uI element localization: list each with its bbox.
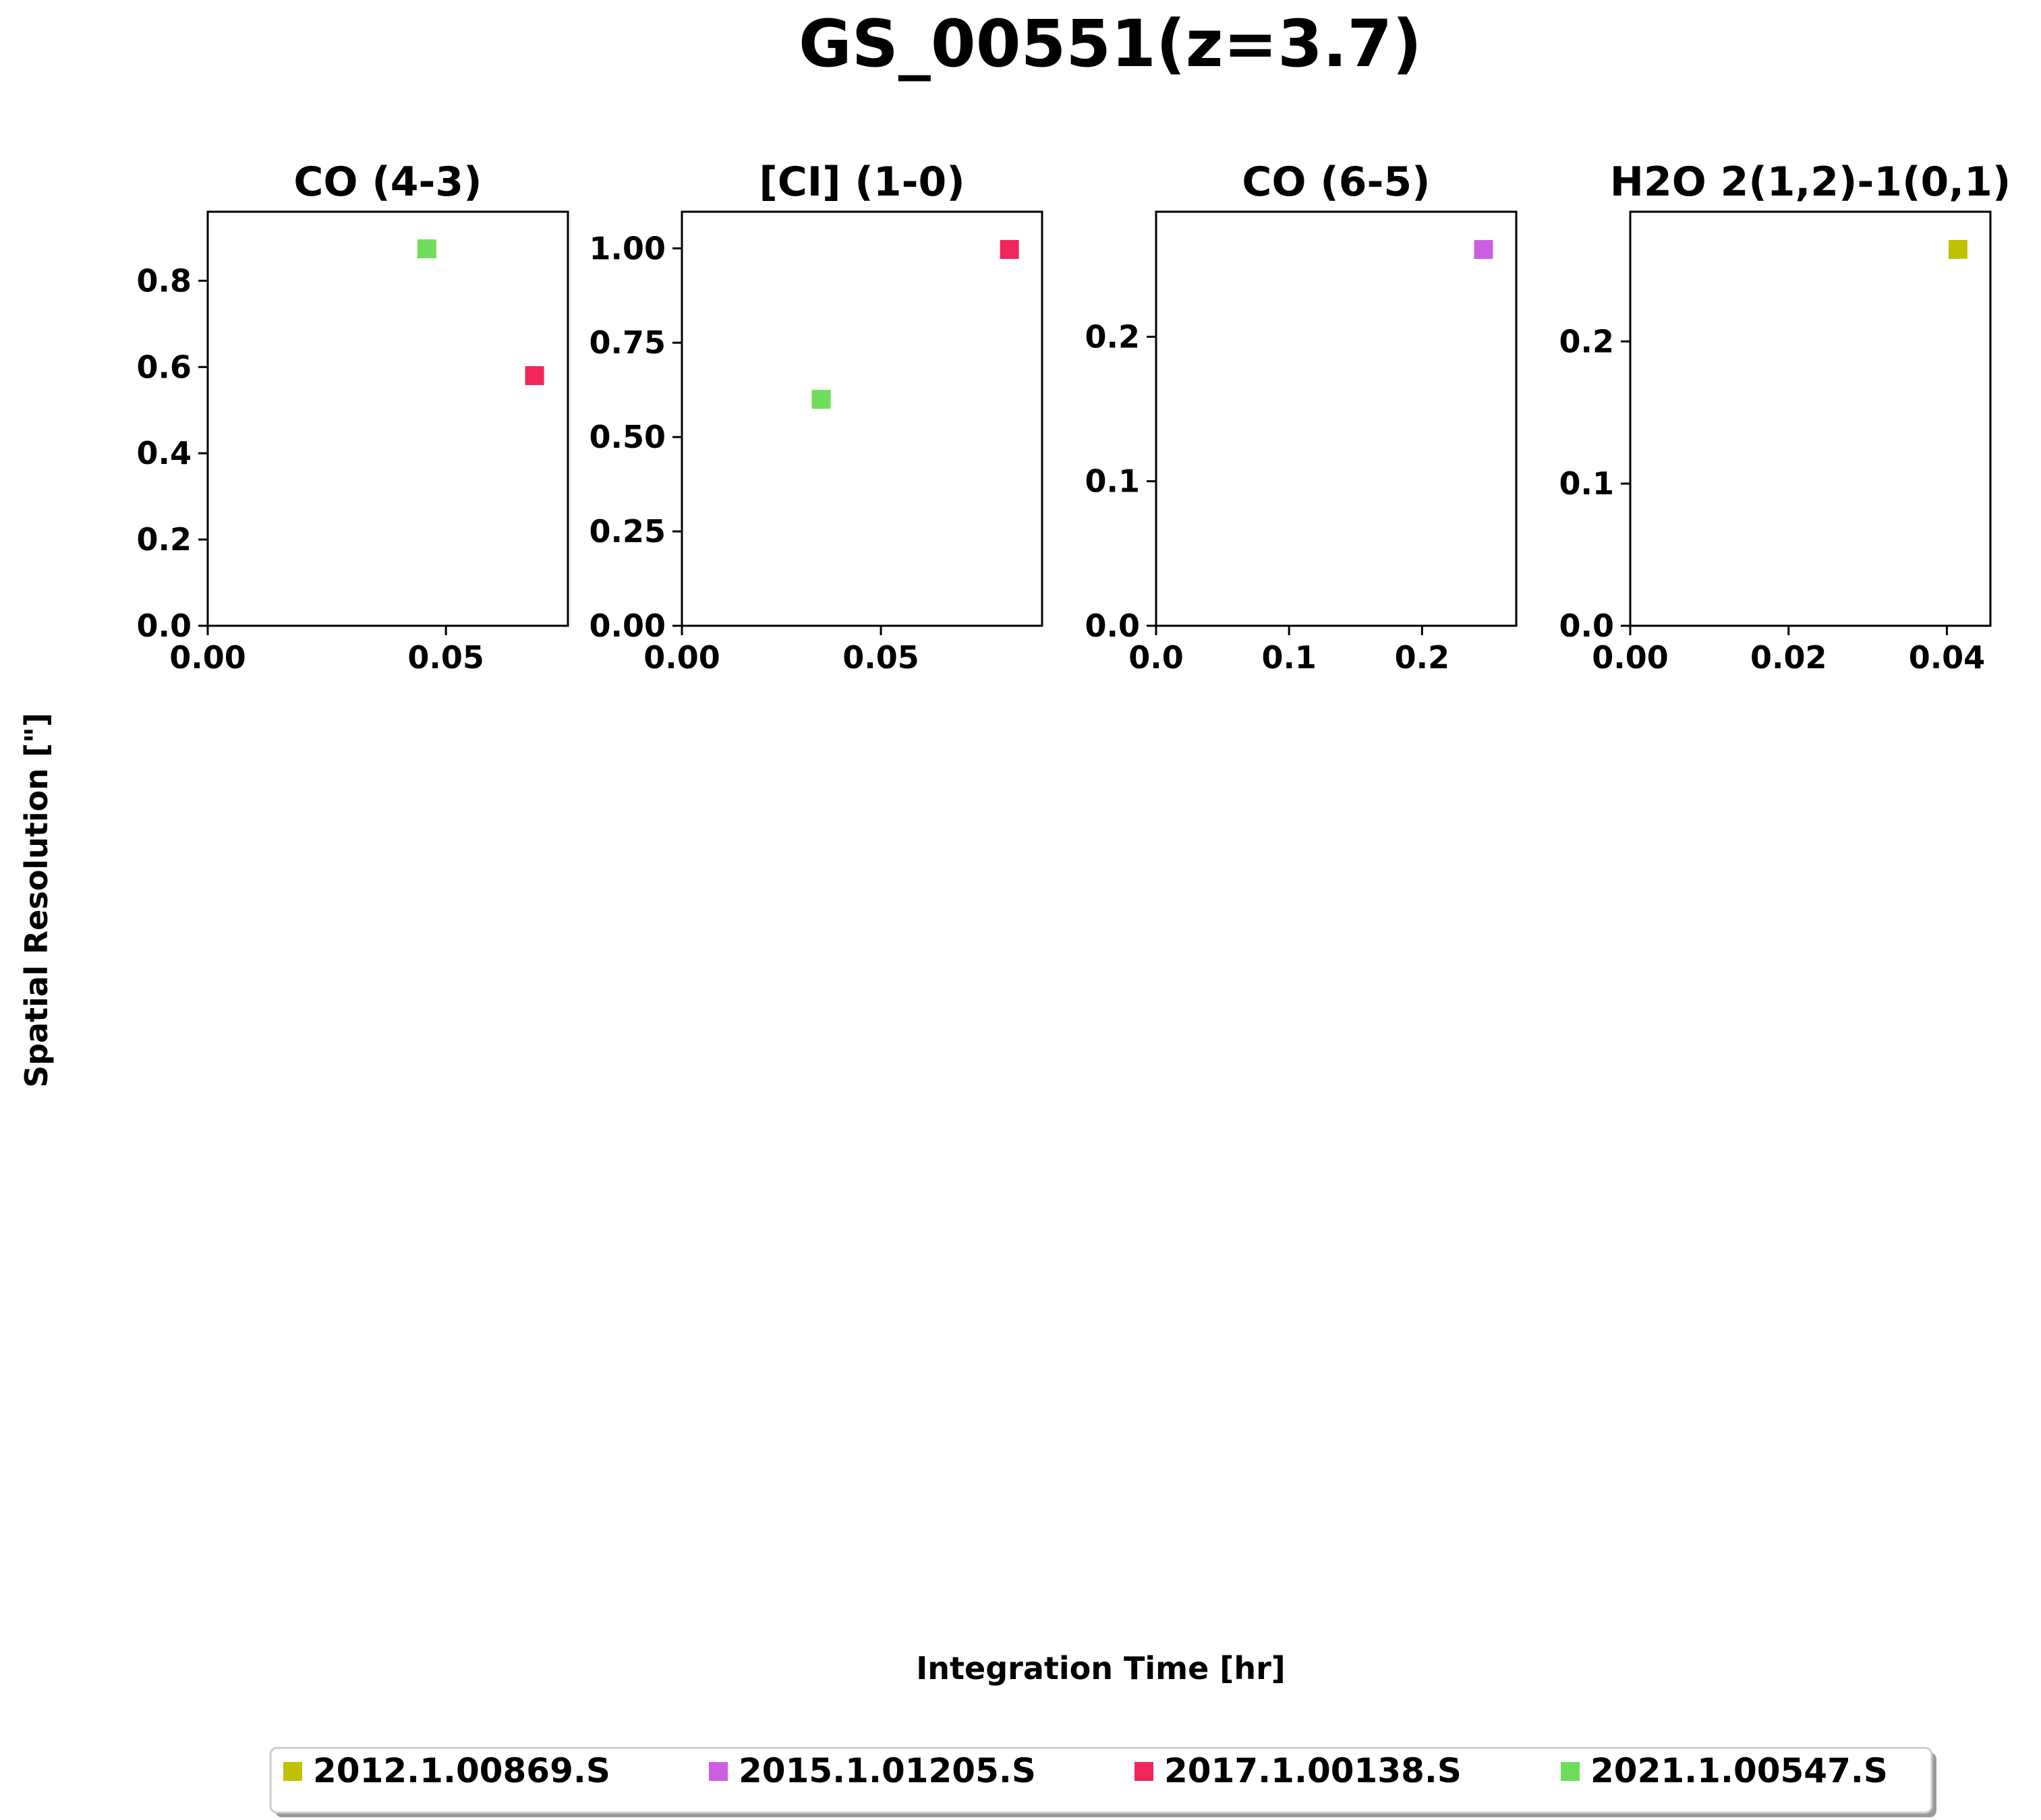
subplot-title: H2O 2(1,2)-1(0,1) (1610, 158, 2011, 206)
subplot-4: H2O 2(1,2)-1(0,1) 0.00 0.02 0.04 0.0 0.1 0.2 (1559, 158, 2011, 676)
legend-marker (1561, 1762, 1580, 1781)
x-tick-label: 0.05 (407, 639, 484, 676)
subplot-title: [CI] (1-0) (759, 158, 965, 206)
y-tick-label: 0.4 (137, 435, 192, 471)
x-tick-label: 0.04 (1909, 639, 1986, 676)
x-tick-label: 0.0 (1128, 639, 1184, 676)
data-point (1000, 239, 1019, 259)
legend-entry: 2015.1.01205.S (709, 1751, 1036, 1790)
data-point (417, 239, 436, 259)
y-tick-label: 0.1 (1085, 463, 1141, 500)
legend-marker (283, 1762, 302, 1781)
subplot-title: CO (6-5) (1242, 158, 1430, 206)
legend-entry: 2017.1.00138.S (1134, 1751, 1462, 1790)
data-point (525, 366, 544, 386)
subplot-title: CO (4-3) (293, 158, 482, 206)
y-tick-label: 0.1 (1559, 465, 1615, 502)
y-tick-label: 0.2 (137, 521, 192, 558)
data-point (1474, 239, 1493, 259)
y-tick-label: 0.8 (137, 262, 192, 299)
subplot-1: CO (4-3) 0.00 0.05 0.0 0.2 0.4 0.6 0.8 (137, 158, 569, 676)
legend-label: 2012.1.00869.S (313, 1751, 610, 1790)
plot-frame (1155, 210, 1518, 627)
y-axis-label: Spatial Resolution ["] (18, 713, 55, 1088)
legend-label: 2017.1.00138.S (1164, 1751, 1462, 1790)
subplot-3: CO (6-5) 0.0 0.1 0.2 0.0 0.1 0.2 (1085, 158, 1518, 676)
x-tick-label: 0.05 (842, 639, 919, 676)
legend-marker (1134, 1762, 1153, 1781)
y-tick-label: 0.75 (590, 324, 666, 361)
legend-box (269, 1746, 1933, 1814)
y-tick-label: 0.25 (590, 513, 666, 550)
legend-items: 2012.1.00869.S 2015.1.01205.S 2017.1.00138… (283, 1751, 1888, 1790)
legend-entry: 2021.1.00547.S (1561, 1751, 1888, 1790)
x-tick-label: 0.00 (169, 639, 246, 676)
legend-label: 2021.1.00547.S (1590, 1751, 1888, 1790)
plot-frame (206, 210, 569, 627)
plot-frame (681, 210, 1043, 627)
subplots: CO (4-3) 0.00 0.05 0.0 0.2 0.4 0.6 0.8 [CI] (1-0… (137, 158, 2011, 676)
x-tick-label: 0.1 (1261, 639, 1317, 676)
data-point (811, 390, 831, 409)
x-tick-label: 0.2 (1395, 639, 1450, 676)
data-point (1948, 239, 1967, 259)
legend-marker (709, 1762, 728, 1781)
y-tick-label: 0.6 (137, 349, 192, 385)
y-tick-label: 0.0 (1085, 608, 1141, 644)
y-tick-label: 0.0 (1559, 608, 1615, 644)
plot-frame (1629, 210, 1992, 627)
figure-title: GS_00551(z=3.7) (799, 6, 1422, 82)
y-tick-label: 0.2 (1559, 323, 1615, 359)
y-tick-label: 1.00 (590, 230, 666, 266)
x-tick-label: 0.00 (643, 639, 720, 676)
y-tick-label: 0.0 (137, 608, 192, 644)
legend-label: 2015.1.01205.S (739, 1751, 1036, 1790)
x-axis-label: Integration Time [hr] (916, 1650, 1286, 1686)
subplot-2: [CI] (1-0) 0.00 0.05 0.00 0.25 0.50 0.75 1.00 (590, 158, 1043, 676)
x-tick-label: 0.02 (1750, 639, 1827, 676)
y-tick-label: 0.00 (590, 608, 666, 644)
y-tick-label: 0.2 (1085, 318, 1141, 355)
y-tick-label: 0.50 (590, 419, 666, 455)
legend-entry: 2012.1.00869.S (283, 1751, 610, 1790)
x-tick-label: 0.00 (1592, 639, 1669, 676)
legend: 2012.1.00869.S 2015.1.01205.S 2017.1.00138… (269, 1746, 1936, 1817)
